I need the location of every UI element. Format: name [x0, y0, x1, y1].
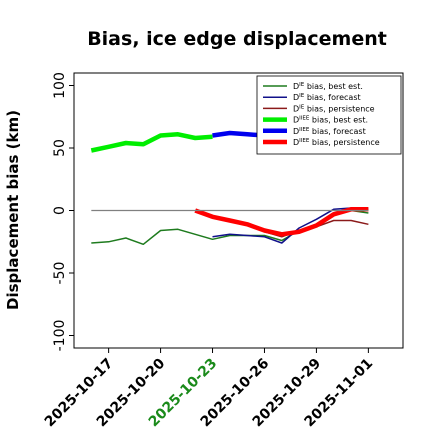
legend-entry-4: DIIEE bias, forecast	[293, 127, 366, 136]
y-tick-label: 0	[52, 206, 68, 215]
chart-title: Bias, ice edge displacement	[87, 28, 387, 50]
series-layer	[90, 130, 369, 246]
legend-entry-1: DIE bias, forecast	[293, 93, 361, 102]
series-line-4	[212, 130, 265, 138]
y-tick-label: 100	[52, 72, 68, 99]
x-ticks: 2025-10-172025-10-202025-10-232025-10-26…	[42, 348, 376, 430]
legend: DIE bias, best est. DIE bias, forecast DIE…	[256, 75, 402, 155]
series-line-3	[90, 132, 213, 153]
y-tick-label: 50	[52, 139, 68, 157]
series-line-1	[212, 207, 369, 244]
y-axis-label: Displacement bias (km)	[4, 110, 22, 310]
y-tick-label: -50	[52, 262, 68, 285]
y-tick-label: -100	[52, 320, 68, 352]
series-line-0	[91, 209, 369, 246]
y-ticks: -100 -50 0 50 100	[52, 72, 74, 351]
legend-entry-0: DIE bias, best est.	[293, 82, 363, 91]
legend-entry-5: DIIEE bias, persistence	[293, 138, 380, 147]
legend-entry-2: DIE bias, persistence	[293, 104, 375, 113]
legend-entry-3: DIIEE bias, best est.	[293, 116, 368, 125]
series-line-5	[194, 207, 369, 237]
